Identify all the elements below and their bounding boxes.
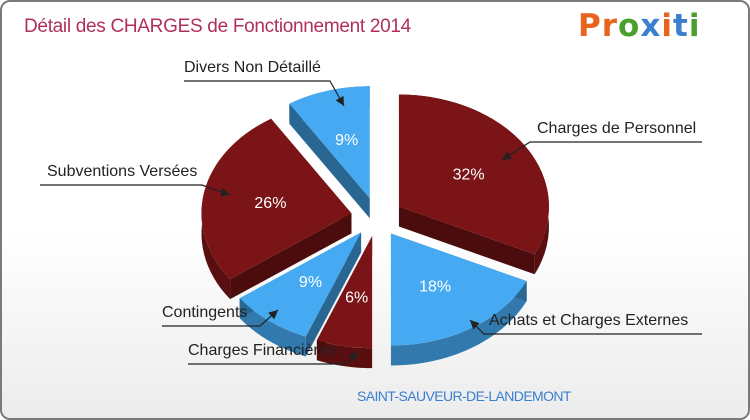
pie-slice — [239, 232, 362, 337]
slice-category-label: Subventions Versées — [47, 163, 197, 180]
slice-side — [316, 340, 373, 369]
leader-arrowhead — [268, 310, 278, 320]
slice-category-label: Charges Financières — [188, 342, 336, 359]
slice-wall — [289, 103, 370, 219]
proxiti-logo: Proxiti — [578, 8, 700, 44]
slice-category-label: Achats et Charges Externes — [489, 312, 688, 329]
pie-slice — [316, 236, 373, 349]
slice-side — [390, 281, 527, 366]
slice-percent-label: 32% — [453, 167, 485, 184]
slice-percent-label: 9% — [335, 132, 358, 149]
slice-wall — [305, 232, 362, 357]
pie-slice — [398, 94, 549, 255]
pie-tops: 32% 18% 6% 9% 26% 9% — [201, 86, 549, 349]
leader-arrowhead — [335, 95, 344, 106]
slice-category-label: Charges de Personnel — [537, 120, 696, 137]
leader-line — [501, 141, 702, 161]
slice-category-label: Contingents — [162, 304, 247, 321]
logo-letter: i — [661, 8, 673, 44]
leader-arrowhead — [470, 320, 480, 330]
slice-side — [239, 298, 306, 357]
leader-arrowhead — [220, 187, 230, 197]
slice-category-label: Divers Non Détaillé — [184, 59, 321, 76]
logo-letter: x — [640, 8, 662, 44]
pie-slice — [390, 233, 527, 346]
chart-subtitle: SAINT-SAUVEUR-DE-LANDEMONT — [357, 388, 571, 404]
logo-letter: P — [578, 8, 602, 44]
logo-letter: o — [618, 8, 641, 44]
logo-letter: i — [688, 8, 701, 44]
slice-percent-label: 18% — [419, 278, 451, 295]
slice-percent-label: 9% — [299, 274, 322, 291]
pie-labels: Charges de Personnel Achats et Charges Ex… — [40, 59, 702, 365]
leader-line — [184, 80, 345, 107]
leader-arrowhead — [502, 151, 513, 160]
slice-percent-label: 26% — [254, 195, 286, 212]
slice-wall — [230, 213, 352, 300]
logo-letter: t — [672, 8, 689, 44]
pie-slice — [201, 118, 352, 280]
leader-arrowhead — [348, 352, 358, 362]
slice-percent-label: 6% — [345, 290, 368, 307]
slice-wall — [398, 206, 535, 275]
chart-title: Détail des CHARGES de Fonctionnement 201… — [24, 16, 411, 37]
leader-line — [40, 184, 231, 196]
logo-letter: r — [601, 8, 619, 44]
pie-slice — [289, 86, 370, 199]
